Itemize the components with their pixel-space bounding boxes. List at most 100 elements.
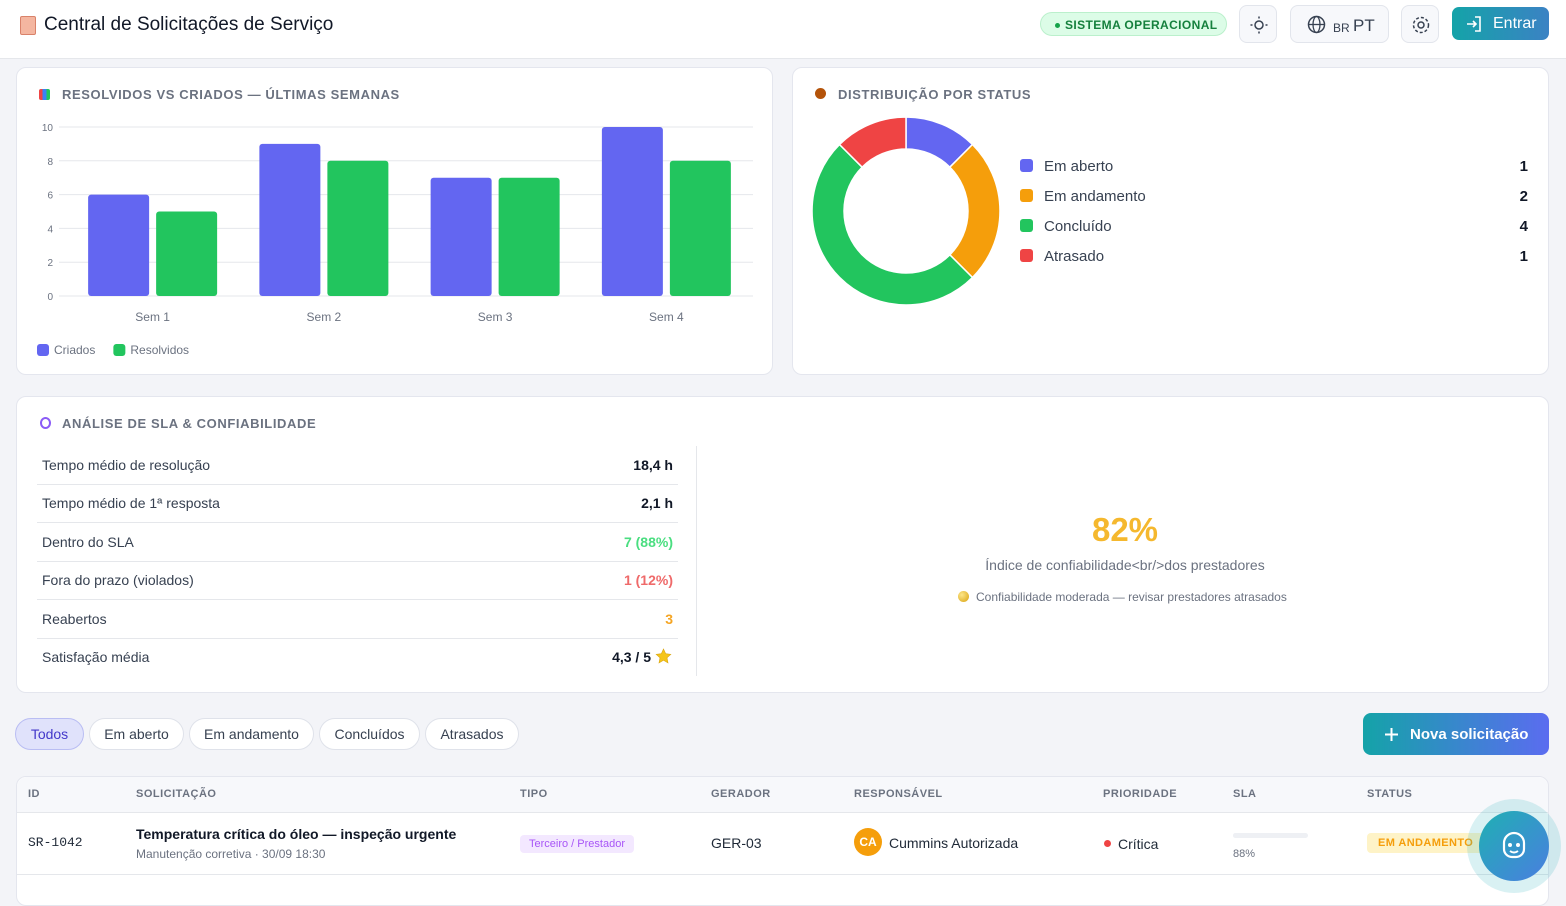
sla-percent: 88% [1233,848,1256,860]
donut-chart-card: DISTRIBUIÇÃO POR STATUS Em aberto 1 Em and… [792,67,1549,375]
sla-title: ANÁLISE DE SLA & CONFIABILIDADE [62,416,317,431]
login-icon [1467,16,1481,32]
column-header: GERADOR [711,788,771,800]
legend-value: 1 [1520,248,1528,265]
sla-row: Dentro do SLA 7 (88%) [37,523,678,562]
type-badge: Terceiro / Prestador [520,835,634,853]
settings-button[interactable] [1401,5,1439,43]
donut-icon [815,88,826,99]
sla-value: 1 (12%) [623,572,673,588]
sla-progress [1233,833,1299,838]
filter-pill[interactable]: Concluídos [319,718,420,750]
divider [696,446,697,676]
column-header: PRIORIDADE [1103,788,1178,800]
status-dot [1055,23,1060,28]
filter-pill[interactable]: Todos [15,718,84,750]
bar-chart-card: RESOLVIDOS VS CRIADOS — ÚLTIMAS SEMANAS … [16,67,773,375]
legend-label: Atrasado [1044,248,1104,265]
status-text: SISTEMA OPERACIONAL [1065,18,1218,32]
y-tick-label: 4 [47,224,53,235]
y-tick-label: 0 [47,292,53,303]
filter-pill[interactable]: Em aberto [89,718,184,750]
bar [259,143,321,296]
legend-swatch [113,344,126,356]
y-tick-label: 8 [47,157,53,168]
column-header: SLA [1233,788,1257,800]
legend-value: 2 [1520,188,1528,205]
star-icon [655,648,672,664]
sla-label: Fora do prazo (violados) [42,572,194,588]
x-tick-label: Sem 4 [649,310,684,324]
status-badge: SISTEMA OPERACIONAL [1040,12,1227,36]
assistant-button[interactable] [1479,811,1549,881]
chart-title: DISTRIBUIÇÃO POR STATUS [838,87,1032,102]
reliability-indicator [958,591,969,602]
login-text: Entrar [1493,15,1537,32]
owner-avatar: CA [854,828,882,856]
filter-pill[interactable]: Atrasados [425,718,519,750]
globe-icon [1307,15,1326,34]
reliability-score: 82% [1091,511,1159,548]
sla-label: Tempo médio de 1ª resposta [42,495,220,511]
gear-icon [1412,16,1430,34]
sla-value: 4,3 / 5 [612,649,651,665]
donut-slice [811,143,974,306]
theme-button[interactable] [1239,5,1277,43]
new-request-button[interactable]: Nova solicitação [1363,713,1549,755]
header: Central de Solicitações de Serviço SISTE… [0,0,1566,59]
x-tick-label: Sem 2 [307,310,342,324]
legend-swatch [1020,159,1033,172]
table-header [17,777,1548,813]
generator: GER-03 [711,835,762,851]
request-title[interactable]: Temperatura crítica do óleo — inspeção u… [136,826,457,842]
timer-icon [40,417,51,429]
sla-label: Reabertos [42,611,107,627]
sla-label: Satisfação média [42,649,150,665]
sla-card: ANÁLISE DE SLA & CONFIABILIDADE Tempo mé… [16,396,1549,693]
legend-label: Em aberto [1044,158,1113,175]
filter-pill[interactable]: Em andamento [189,718,314,750]
legend-label: Criados [54,343,95,357]
login-button[interactable]: Entrar [1452,7,1549,40]
sla-value: 3 [665,611,673,627]
column-header: TIPO [520,788,548,800]
bar-chart: 0 2 4 6 8 10 Sem 1 Sem 2 Sem 3 Sem 4 Criados Resolv… [37,123,753,357]
column-header: SOLICITAÇÃO [136,788,217,800]
column-header: ID [28,788,40,800]
bar [669,160,731,296]
bar [430,177,492,296]
sla-row: Tempo médio de 1ª resposta 2,1 h [37,484,678,523]
sla-row: Fora do prazo (violados) 1 (12%) [37,561,678,600]
legend-swatch [37,344,49,356]
sla-label: Dentro do SLA [42,534,134,550]
sla-track [1233,833,1308,838]
language-button[interactable]: BR PT [1290,5,1389,43]
legend-value: 1 [1520,158,1528,175]
legend-swatch [1020,219,1033,232]
header-icon [20,16,36,35]
sla-row: Satisfação média 4,3 / 5 [37,638,678,676]
lang-flag: BR [1333,21,1350,35]
y-tick-label: 6 [47,191,53,202]
donut-slice [948,143,1001,279]
status-badge: EM ANDAMENTO [1367,833,1485,853]
column-header: RESPONSÁVEL [854,788,943,800]
plus-icon [1385,728,1398,741]
bar [327,160,389,296]
sla-value: 18,4 h [633,457,673,473]
bar [498,177,560,296]
requests-table [16,776,1549,906]
x-tick-label: Sem 1 [135,310,170,324]
x-tick-label: Sem 3 [478,310,513,324]
sla-row: Reabertos 3 [37,600,678,639]
row-separator [17,874,1548,875]
bar [88,194,150,296]
reliability-label: Índice de confiabilidade<br/>dos prestad… [985,557,1265,573]
request-id: SR-1042 [28,835,83,850]
owner-name: Cummins Autorizada [889,835,1019,851]
sun-icon [1250,16,1268,34]
donut-chart: Em aberto 1 Em andamento 2 Concluído 4 Atrasad… [811,116,1529,306]
chart-icon [39,89,50,100]
legend-value: 4 [1520,218,1529,235]
